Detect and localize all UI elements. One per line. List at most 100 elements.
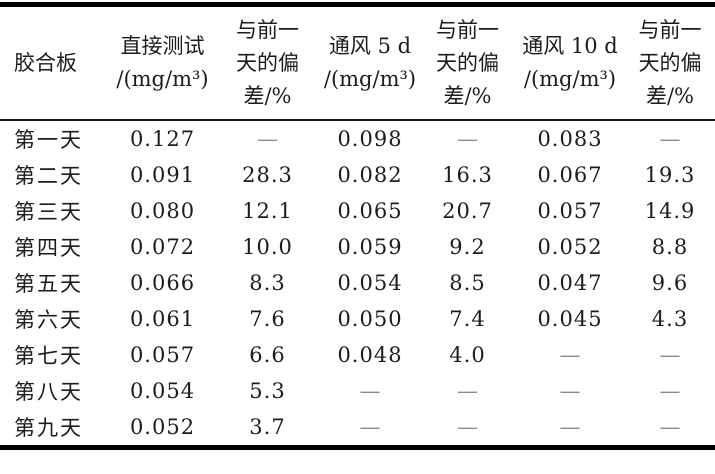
value-cell: — [659,415,681,439]
value-cell: 10.0 [242,235,293,259]
value-cell: 28.3 [242,163,293,187]
header-line: 差/% [443,83,492,108]
plywood-formaldehyde-table: 胶合板 直接测试 /(mg/m³) 与前一 天的偏 差/% [0,2,715,450]
day-cell: 第七天 [14,344,83,368]
value-cell: 0.050 [337,307,403,331]
value-cell: — [659,379,681,403]
value-cell: 16.3 [442,163,493,187]
value-cell: 0.072 [129,235,196,259]
header-deviation-3: 与前一 天的偏 差/% [625,4,715,121]
header-deviation-1: 与前一 天的偏 差/% [215,4,320,121]
value-cell: 0.045 [537,307,603,331]
value-cell: 9.2 [449,235,486,259]
value-cell: 0.083 [537,127,603,151]
value-cell: 5.3 [249,379,286,403]
table-row: 第四天 0.072 10.0 0.059 9.2 0.052 8.8 [0,229,715,265]
header-direct-test: 直接测试 /(mg/m³) [110,4,215,121]
header-line: 与前一 [436,17,499,42]
value-cell: 0.054 [337,271,403,295]
day-cell: 第六天 [14,308,83,332]
value-cell: 0.054 [129,379,196,403]
value-cell: — [457,379,478,403]
value-cell: 0.052 [129,415,196,439]
value-cell: — [359,379,381,403]
header-row: 胶合板 直接测试 /(mg/m³) 与前一 天的偏 差/% [0,4,715,121]
day-cell: 第三天 [14,200,83,224]
value-cell: 0.065 [337,199,403,223]
value-cell: 0.098 [337,127,403,151]
table-row: 第七天 0.057 6.6 0.048 4.0 — — [0,337,715,373]
value-cell: — [457,127,478,151]
day-cell: 第四天 [14,236,83,260]
header-line: 天的偏 [638,50,702,75]
header-vent-5d: 通风 5 d /(mg/m³) [320,4,420,121]
table-row: 第二天 0.091 28.3 0.082 16.3 0.067 19.3 [0,157,715,193]
day-cell: 第二天 [14,164,83,188]
header-plywood: 胶合板 [0,4,110,121]
value-cell: 0.091 [129,163,196,187]
value-cell: 0.057 [537,199,603,223]
header-line: 通风 5 d [328,34,412,58]
header-line: /(mg/m³) [323,67,417,91]
value-cell: — [559,379,581,403]
table-row: 第六天 0.061 7.6 0.050 7.4 0.045 4.3 [0,301,715,337]
value-cell: — [559,343,581,367]
value-cell: 0.052 [537,235,603,259]
header-line: /(mg/m³) [116,67,209,91]
value-cell: 4.0 [449,343,486,367]
value-cell: 0.061 [129,307,196,331]
table-header: 胶合板 直接测试 /(mg/m³) 与前一 天的偏 差/% [0,4,715,121]
value-cell: 20.7 [442,199,493,223]
value-cell: — [559,415,581,439]
header-line: 直接测试 [120,34,205,58]
day-cell: 第九天 [14,416,83,440]
header-line: 天的偏 [236,50,299,75]
value-cell: 6.6 [249,343,286,367]
day-cell: 第五天 [14,272,83,296]
header-vent-10d: 通风 10 d /(mg/m³) [515,4,625,121]
value-cell: 19.3 [644,163,696,187]
header-line: 天的偏 [436,50,499,75]
header-line: 与前一 [236,17,299,42]
value-cell: 12.1 [242,199,293,223]
value-cell: — [257,127,278,151]
header-line: 差/% [645,83,695,108]
table-row: 第九天 0.052 3.7 — — — — [0,409,715,448]
header-line: 差/% [243,83,292,108]
header-deviation-2: 与前一 天的偏 差/% [420,4,515,121]
value-cell: 0.059 [337,235,403,259]
value-cell: 9.6 [651,271,689,295]
value-cell: 8.5 [449,271,486,295]
value-cell: 7.6 [249,307,286,331]
header-line: /(mg/m³) [523,67,617,91]
value-cell: — [659,343,681,367]
value-cell: — [457,415,478,439]
value-cell: 0.067 [537,163,603,187]
value-cell: 4.3 [651,307,689,331]
value-cell: 8.8 [651,235,689,259]
table-row: 第一天 0.127 — 0.098 — 0.083 — [0,120,715,157]
day-cell: 第八天 [14,380,83,404]
value-cell: 8.3 [249,271,286,295]
value-cell: — [659,127,681,151]
header-line: 通风 10 d [522,34,618,58]
table-row: 第五天 0.066 8.3 0.054 8.5 0.047 9.6 [0,265,715,301]
value-cell: 0.047 [537,271,603,295]
table-body: 第一天 0.127 — 0.098 — 0.083 — 第二天 0.091 28… [0,120,715,448]
value-cell: 3.7 [249,415,286,439]
value-cell: 0.048 [337,343,403,367]
value-cell: — [359,415,381,439]
header-line: 胶合板 [14,50,77,75]
value-cell: 0.057 [129,343,196,367]
value-cell: 0.127 [129,127,196,151]
value-cell: 0.066 [129,271,196,295]
value-cell: 14.9 [644,199,696,223]
day-cell: 第一天 [14,128,83,152]
table-row: 第八天 0.054 5.3 — — — — [0,373,715,409]
table-row: 第三天 0.080 12.1 0.065 20.7 0.057 14.9 [0,193,715,229]
value-cell: 0.082 [337,163,403,187]
value-cell: 0.080 [129,199,196,223]
header-line: 与前一 [638,17,702,42]
value-cell: 7.4 [449,307,486,331]
